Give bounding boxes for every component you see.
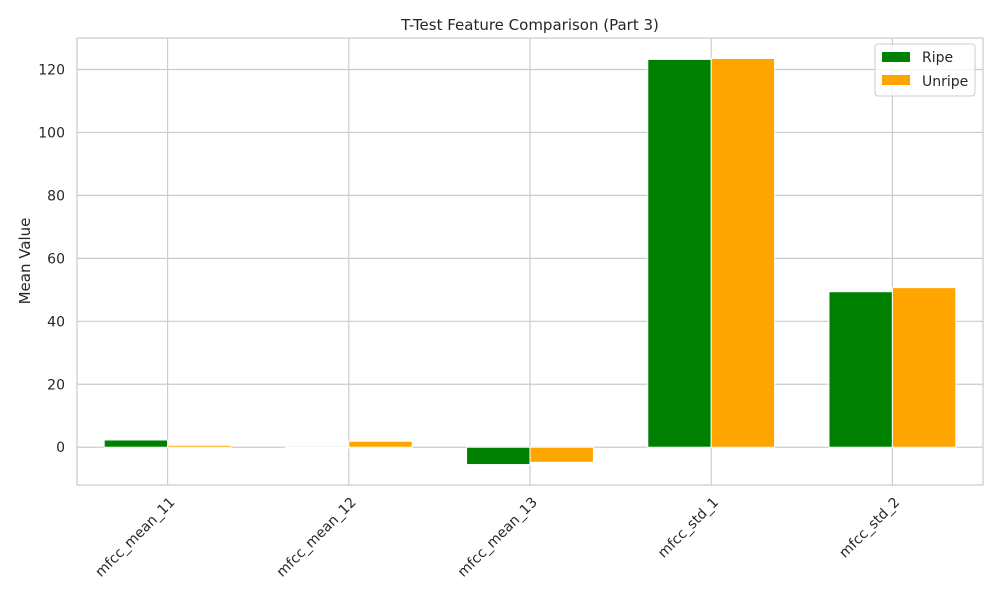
y-tick-label: 0	[56, 440, 65, 456]
y-tick-label: 120	[38, 62, 65, 78]
bar-ripe-mfcc-mean-11	[103, 439, 169, 448]
legend-label-unripe: Unripe	[922, 74, 968, 90]
bar-ripe-mfcc-std-2	[828, 291, 893, 448]
y-tick-labels: 0 20 40 60 80 100 120	[38, 62, 65, 456]
bar-unripe-mfcc-std-2	[891, 287, 957, 448]
bar-unripe-mfcc-mean-11	[167, 444, 232, 448]
bars	[103, 57, 957, 466]
plot-frame	[76, 37, 984, 486]
y-axis-title: Mean Value	[16, 218, 34, 305]
legend-swatch-ripe	[882, 52, 910, 62]
y-tick-label: 80	[47, 188, 65, 204]
bar-ripe-mfcc-mean-13	[466, 446, 531, 466]
legend: Ripe Unripe	[874, 43, 976, 97]
bar-ripe-mfcc-std-1	[647, 58, 712, 448]
bar-unripe-mfcc-mean-12	[348, 440, 413, 448]
y-tick-label: 20	[47, 377, 65, 393]
bar-unripe-mfcc-std-1	[710, 57, 776, 448]
y-tick-label: 40	[47, 314, 65, 330]
y-tick-label: 60	[47, 251, 65, 267]
legend-label-ripe: Ripe	[922, 50, 953, 66]
bar-unripe-mfcc-mean-13	[529, 446, 594, 463]
legend-swatch-unripe	[882, 75, 910, 85]
bar-ripe-mfcc-mean-12	[284, 446, 350, 449]
y-tick-label: 100	[38, 125, 65, 141]
chart-title: T-Test Feature Comparison (Part 3)	[400, 16, 659, 34]
